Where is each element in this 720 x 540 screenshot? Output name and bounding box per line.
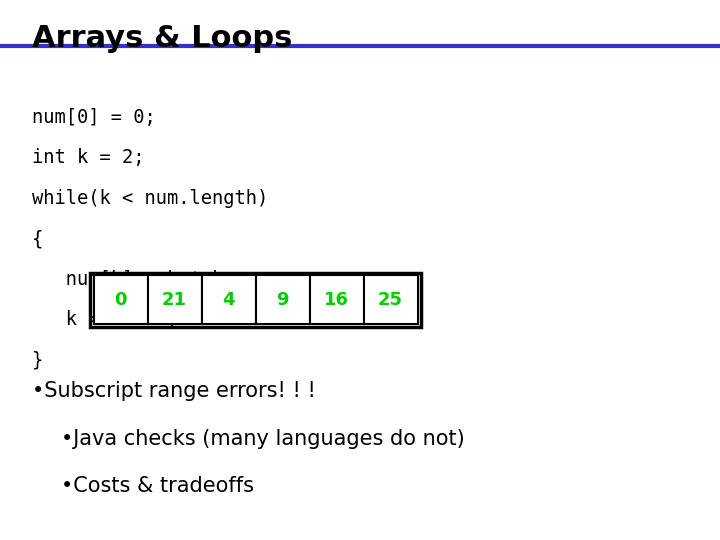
Text: }: } <box>32 351 44 370</box>
Text: num[0] = 0;: num[0] = 0; <box>32 108 156 127</box>
Text: •Subscript range errors! ! !: •Subscript range errors! ! ! <box>32 381 316 401</box>
Text: {: { <box>32 230 44 248</box>
Text: 16: 16 <box>324 291 349 309</box>
Bar <box>256 275 310 324</box>
Text: 0: 0 <box>114 291 127 309</box>
Text: •Costs & tradeoffs: •Costs & tradeoffs <box>61 476 254 496</box>
Text: while(k < num.length): while(k < num.length) <box>32 189 269 208</box>
Text: num[k] = k * k;: num[k] = k * k; <box>32 270 235 289</box>
Text: 4: 4 <box>222 291 235 309</box>
Bar <box>202 275 256 324</box>
Text: 21: 21 <box>162 291 187 309</box>
Bar <box>148 275 202 324</box>
Bar <box>90 273 421 327</box>
Text: •Java checks (many languages do not): •Java checks (many languages do not) <box>61 429 465 449</box>
Bar <box>94 275 148 324</box>
Bar <box>364 275 418 324</box>
Text: k = k + 1;: k = k + 1; <box>32 310 179 329</box>
Text: 9: 9 <box>276 291 289 309</box>
Text: int k = 2;: int k = 2; <box>32 148 145 167</box>
Text: Arrays & Loops: Arrays & Loops <box>32 24 293 53</box>
Text: 25: 25 <box>378 291 403 309</box>
Bar <box>310 275 364 324</box>
